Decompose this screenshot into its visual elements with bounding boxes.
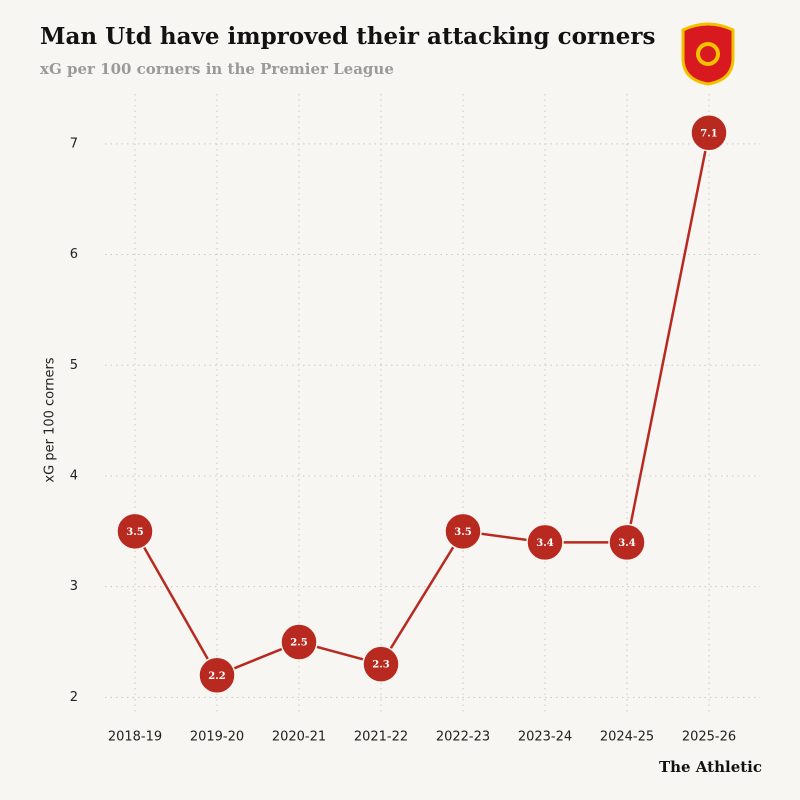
y-axis-label: xG per 100 corners bbox=[43, 357, 58, 482]
x-tick-label: 2018-19 bbox=[108, 730, 162, 745]
value-label: 2.5 bbox=[290, 638, 307, 649]
value-label: 7.1 bbox=[700, 128, 717, 139]
point bbox=[116, 512, 154, 551]
point bbox=[280, 623, 318, 661]
x-tick-label: 2021-22 bbox=[354, 730, 408, 745]
point bbox=[444, 512, 482, 551]
x-tick-label: 2022-23 bbox=[436, 730, 490, 745]
x-tick-label: 2019-20 bbox=[190, 730, 244, 745]
y-tick-label: 3 bbox=[70, 579, 78, 594]
value-label: 2.2 bbox=[208, 671, 225, 682]
x-tick-label: 2020-21 bbox=[272, 730, 326, 745]
point bbox=[690, 114, 728, 152]
x-tick-label: 2025-26 bbox=[682, 730, 736, 745]
y-tick-label: 6 bbox=[70, 247, 78, 262]
value-label: 3.5 bbox=[454, 527, 471, 538]
point bbox=[526, 523, 564, 562]
value-label: 2.3 bbox=[372, 660, 389, 671]
source: The Athletic bbox=[659, 758, 762, 776]
y-tick-label: 5 bbox=[70, 358, 78, 373]
value-label: 3.4 bbox=[618, 538, 635, 549]
y-tick-label: 4 bbox=[70, 468, 78, 483]
chart-subtitle: xG per 100 corners in the Premier League bbox=[40, 60, 394, 78]
point bbox=[608, 523, 646, 562]
y-tick-label: 2 bbox=[70, 690, 78, 705]
point bbox=[362, 645, 400, 683]
x-tick-label: 2023-24 bbox=[518, 730, 572, 745]
y-tick-label: 7 bbox=[70, 136, 78, 151]
club-crest bbox=[681, 22, 735, 86]
x-tick-label: 2024-25 bbox=[600, 730, 654, 745]
value-label: 3.4 bbox=[536, 538, 553, 549]
line bbox=[133, 132, 711, 677]
point bbox=[198, 656, 236, 694]
chart-title: Man Utd have improved their attacking co… bbox=[40, 23, 655, 50]
value-label: 3.5 bbox=[126, 527, 143, 538]
